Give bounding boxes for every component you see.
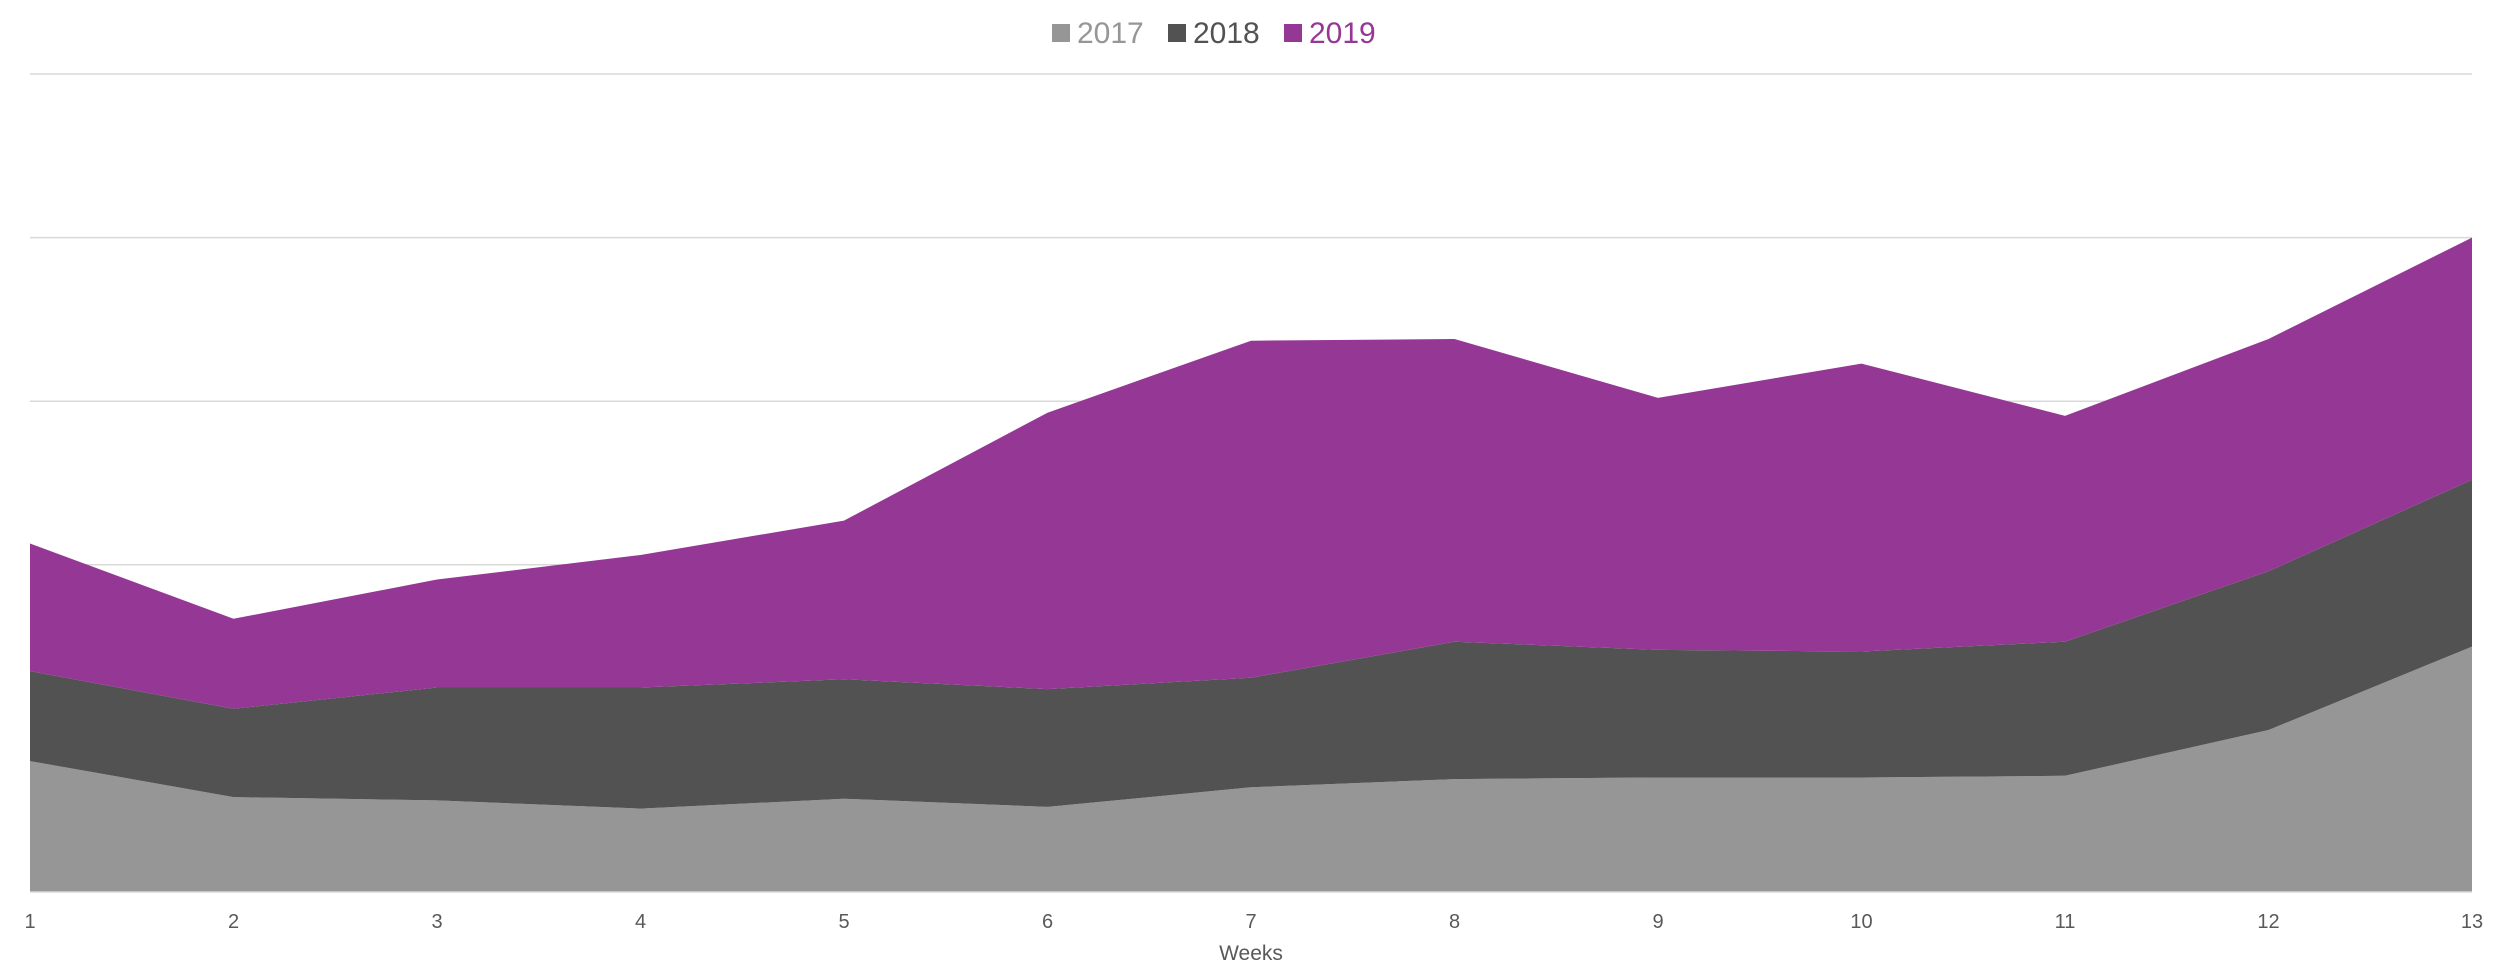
area-series-2017 <box>30 646 2472 892</box>
legend-label-2018: 2018 <box>1193 17 1260 50</box>
x-tick-label: 5 <box>838 911 849 933</box>
x-tick-label: 7 <box>1245 911 1256 933</box>
x-tick-label: 9 <box>1652 911 1663 933</box>
legend-swatch-2019 <box>1284 24 1302 42</box>
x-axis-title: Weeks <box>1219 942 1283 962</box>
x-tick-label: 3 <box>431 911 442 933</box>
x-tick-label: 2 <box>228 911 239 933</box>
legend-swatch-2018 <box>1168 24 1186 42</box>
area-series-2019 <box>30 237 2472 709</box>
x-tick-label: 4 <box>635 911 646 933</box>
x-axis-tick-labels: 1 2 3 4 5 6 7 8 9 10 11 12 13 <box>24 911 2483 933</box>
x-tick-label: 11 <box>2055 911 2076 933</box>
area-series-2018 <box>30 479 2472 809</box>
legend-swatch-2017 <box>1052 24 1070 42</box>
legend-label-2019: 2019 <box>1309 17 1376 50</box>
x-tick-label: 10 <box>1850 911 1872 933</box>
x-tick-label: 8 <box>1449 911 1460 933</box>
x-tick-label: 1 <box>24 911 35 933</box>
x-tick-label: 6 <box>1042 911 1053 933</box>
x-tick-label: 12 <box>2257 911 2279 933</box>
legend: 2017 2018 2019 <box>1052 17 1376 50</box>
area-series-group <box>30 237 2472 892</box>
legend-label-2017: 2017 <box>1077 17 1144 50</box>
x-tick-label: 13 <box>2461 911 2483 933</box>
